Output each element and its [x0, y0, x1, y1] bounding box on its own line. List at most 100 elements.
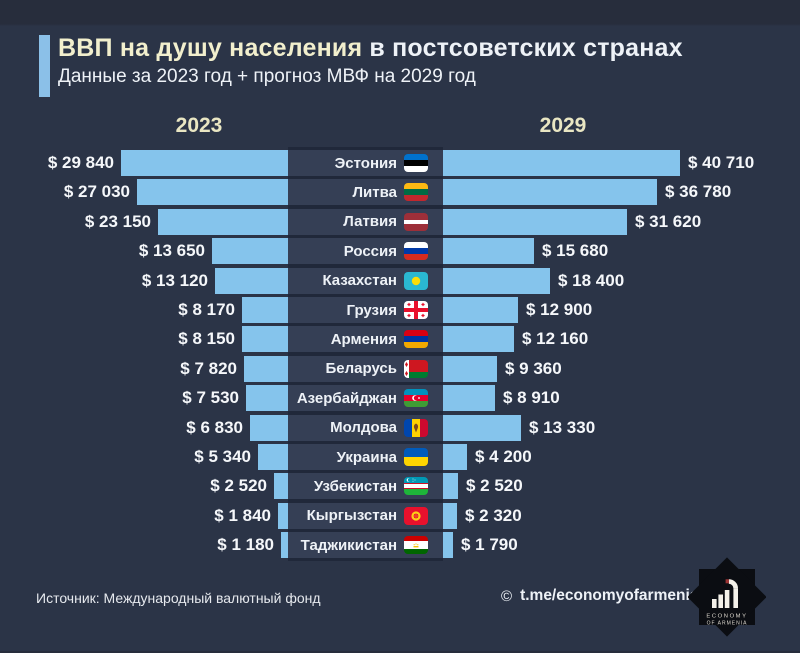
country-label: Молдова: [330, 419, 397, 437]
svg-text:ECONOMY: ECONOMY: [706, 614, 747, 620]
country-cell: Армения: [288, 326, 443, 353]
value-label-2029: $ 31 620: [635, 211, 702, 231]
value-label-2023: $ 23 150: [84, 211, 151, 231]
value-label-2029: $ 18 400: [558, 270, 625, 290]
value-label-2029: $ 2 520: [466, 476, 523, 496]
country-cell: Латвия: [288, 208, 443, 235]
value-label-2029: $ 1 790: [461, 535, 518, 555]
page-subtitle: Данные за 2023 год + прогноз МВФ на 2029…: [58, 66, 476, 87]
value-label-2023: $ 6 830: [186, 417, 243, 437]
flag-latvia-icon: [404, 212, 428, 231]
country-cell: Литва: [288, 179, 443, 206]
column-header-2023: 2023: [175, 114, 223, 137]
value-label-2029: $ 13 330: [529, 417, 596, 437]
bar-2023-russia: [212, 238, 288, 265]
bar-2023-belarus: [244, 355, 288, 382]
country-label: Латвия: [343, 213, 397, 231]
title-highlight: ВВП на душу населения: [58, 34, 363, 62]
country-label: Азербайджан: [296, 389, 397, 407]
bar-2023-estonia: [121, 150, 288, 176]
flag-estonia-icon: [404, 154, 428, 172]
value-label-2029: $ 9 360: [505, 358, 562, 378]
country-cell: Узбекистан: [288, 473, 443, 500]
source-label: Источник: Международный валютный фонд: [36, 590, 321, 606]
gdp-bar-chart: $ 29 840 Эстония $ 40 710 $ 27 030 Литва $ 36…: [0, 147, 800, 570]
value-label-2023: $ 27 030: [63, 182, 130, 202]
country-cell: Грузия: [288, 297, 443, 323]
country-cell: Россия: [288, 238, 443, 265]
country-cell: Азербайджан: [288, 385, 443, 412]
flag-ukraine-icon: [404, 448, 428, 466]
bar-2023-latvia: [158, 208, 288, 235]
logo-bar-chart-icon: [712, 579, 738, 608]
value-label-2023: $ 2 520: [210, 476, 267, 496]
flag-belarus-icon: [404, 359, 428, 378]
bar-2029-uzbekistan: [443, 473, 458, 500]
bar-2029-moldova: [443, 414, 521, 441]
country-cell: Украина: [288, 444, 443, 470]
copyright-icon: ©: [501, 587, 513, 605]
svg-text:OF ARMENIA: OF ARMENIA: [707, 621, 748, 627]
country-label: Казахстан: [322, 272, 397, 290]
flag-tajikistan-icon: [404, 536, 428, 555]
country-label: Таджикистан: [300, 536, 397, 554]
flag-moldova-icon: [404, 418, 428, 437]
flag-kyrgyzstan-icon: [404, 506, 428, 525]
value-label-2023: $ 13 120: [141, 270, 208, 290]
country-label: Кыргызстан: [306, 507, 397, 525]
country-label: Украина: [336, 448, 397, 466]
flag-azerbaijan-icon: [404, 389, 428, 408]
country-label: Беларусь: [325, 360, 398, 378]
title-rest: в постсоветских странах: [362, 34, 683, 62]
bar-2029-lithuania: [443, 179, 657, 206]
flag-georgia-icon: [404, 301, 428, 319]
value-label-2029: $ 12 900: [526, 300, 593, 319]
country-label: Узбекистан: [313, 477, 397, 495]
bar-2029-estonia: [443, 150, 680, 176]
bar-2023-kazakhstan: [215, 267, 288, 294]
bar-2029-latvia: [443, 208, 627, 235]
flag-lithuania-icon: [404, 183, 428, 202]
flag-russia-icon: [404, 242, 428, 261]
bar-2029-tajikistan: [443, 532, 453, 559]
bar-2029-russia: [443, 238, 534, 265]
value-label-2023: $ 1 840: [214, 505, 271, 525]
value-label-2029: $ 36 780: [665, 182, 732, 202]
country-label: Грузия: [346, 301, 397, 319]
bar-2029-georgia: [443, 297, 518, 323]
country-cell: Кыргызстан: [288, 502, 443, 529]
value-label-2023: $ 7 530: [182, 388, 239, 408]
value-label-2023: $ 7 820: [180, 358, 237, 378]
country-label: Литва: [352, 183, 397, 201]
country-label: Эстония: [334, 154, 397, 172]
value-label-2023: $ 8 170: [178, 300, 235, 319]
value-label-2029: $ 12 160: [522, 329, 589, 349]
value-label-2029: $ 2 320: [465, 505, 522, 525]
bar-2023-moldova: [250, 414, 288, 441]
bar-2023-ukraine: [258, 444, 288, 470]
value-label-2023: $ 13 650: [138, 241, 205, 261]
country-cell: Беларусь: [288, 355, 443, 382]
telegram-credit-link[interactable]: © t.me/economyofarmenia: [501, 587, 698, 605]
value-label-2023: $ 5 340: [194, 447, 251, 466]
bar-2029-armenia: [443, 326, 514, 353]
column-header-2029: 2029: [539, 114, 587, 137]
value-label-2023: $ 29 840: [47, 153, 114, 172]
country-cell: Казахстан: [288, 267, 443, 294]
country-cell: Эстония: [288, 150, 443, 176]
bar-2023-azerbaijan: [246, 385, 288, 412]
country-cell: Молдова: [288, 414, 443, 441]
value-label-2029: $ 8 910: [503, 388, 560, 408]
bar-2029-azerbaijan: [443, 385, 495, 412]
value-label-2029: $ 40 710: [688, 153, 755, 172]
value-label-2029: $ 15 680: [542, 241, 609, 261]
telegram-handle: t.me/economyofarmenia: [520, 587, 699, 604]
economy-of-armenia-logo: ECONOMY OF ARMENIA: [687, 554, 767, 653]
bar-2029-ukraine: [443, 444, 467, 470]
bar-2023-armenia: [242, 326, 288, 353]
bar-2023-lithuania: [137, 179, 288, 206]
flag-armenia-icon: [404, 330, 428, 349]
page-title: ВВП на душу населения в постсоветских ст…: [58, 33, 758, 63]
eight-point-star-logo-icon: ECONOMY OF ARMENIA: [687, 557, 767, 637]
flag-kazakhstan-icon: [404, 271, 428, 290]
